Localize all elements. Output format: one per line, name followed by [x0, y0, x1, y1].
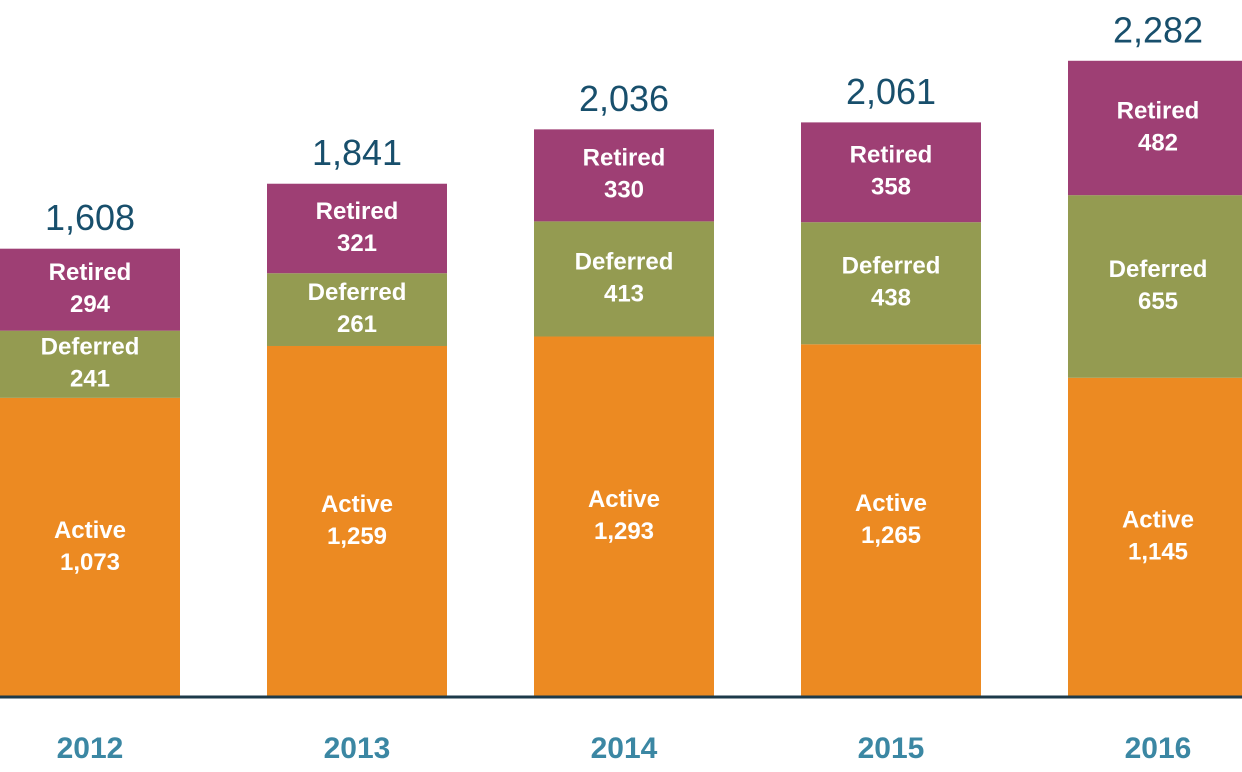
- total-label: 2,036: [579, 78, 669, 119]
- segment-name: Deferred: [308, 279, 407, 306]
- segment-value: 655: [1138, 288, 1178, 315]
- bar-segment: [0, 248, 180, 331]
- segment-name: Active: [855, 490, 927, 517]
- segment-value: 1,073: [60, 549, 120, 576]
- bar-segment: [267, 273, 447, 346]
- segment-value: 1,293: [594, 518, 654, 545]
- x-tick-label: 2015: [858, 732, 925, 765]
- x-tick-label: 2014: [591, 732, 658, 765]
- bar-segment: [1068, 60, 1242, 196]
- bar-segment: [0, 397, 180, 697]
- x-tick-label: 2013: [324, 732, 391, 765]
- segment-value: 1,265: [861, 522, 921, 549]
- segment-value: 413: [604, 280, 644, 307]
- bar-segment: [267, 345, 447, 697]
- segment-name: Deferred: [1109, 256, 1208, 283]
- x-tick-label: 2012: [57, 732, 124, 765]
- segment-name: Deferred: [842, 253, 941, 280]
- bar-segment: [534, 336, 714, 697]
- segment-value: 330: [604, 177, 644, 204]
- segment-value: 321: [337, 230, 377, 257]
- bar-segment: [801, 344, 981, 697]
- segment-name: Retired: [1117, 97, 1200, 124]
- total-label: 2,282: [1113, 9, 1203, 50]
- segment-name: Active: [1122, 507, 1194, 534]
- segment-name: Retired: [49, 259, 132, 286]
- segment-name: Retired: [850, 142, 933, 169]
- segment-name: Active: [54, 517, 126, 544]
- segment-name: Deferred: [575, 248, 674, 275]
- bar-segment: [534, 221, 714, 337]
- segment-name: Retired: [583, 145, 666, 172]
- bar-segment: [534, 129, 714, 222]
- segment-value: 482: [1138, 129, 1178, 156]
- bar-segment: [267, 183, 447, 274]
- segment-value: 241: [70, 366, 110, 393]
- total-label: 1,608: [45, 197, 135, 238]
- segment-value: 261: [337, 311, 377, 338]
- x-tick-label: 2016: [1125, 732, 1192, 765]
- segment-value: 1,145: [1128, 539, 1188, 566]
- bar-segment: [801, 122, 981, 223]
- segment-name: Retired: [316, 198, 399, 225]
- segment-value: 438: [871, 285, 911, 312]
- segment-value: 358: [871, 174, 911, 201]
- bar-segment: [1068, 195, 1242, 378]
- segment-value: 1,259: [327, 523, 387, 550]
- segment-name: Active: [321, 491, 393, 518]
- bar-segment: [0, 330, 180, 398]
- bar-segment: [801, 222, 981, 345]
- segment-name: Active: [588, 486, 660, 513]
- segment-name: Deferred: [41, 334, 140, 361]
- total-label: 1,841: [312, 132, 402, 173]
- total-label: 2,061: [846, 71, 936, 112]
- bar-segment: [1068, 377, 1242, 697]
- segment-value: 294: [70, 291, 111, 318]
